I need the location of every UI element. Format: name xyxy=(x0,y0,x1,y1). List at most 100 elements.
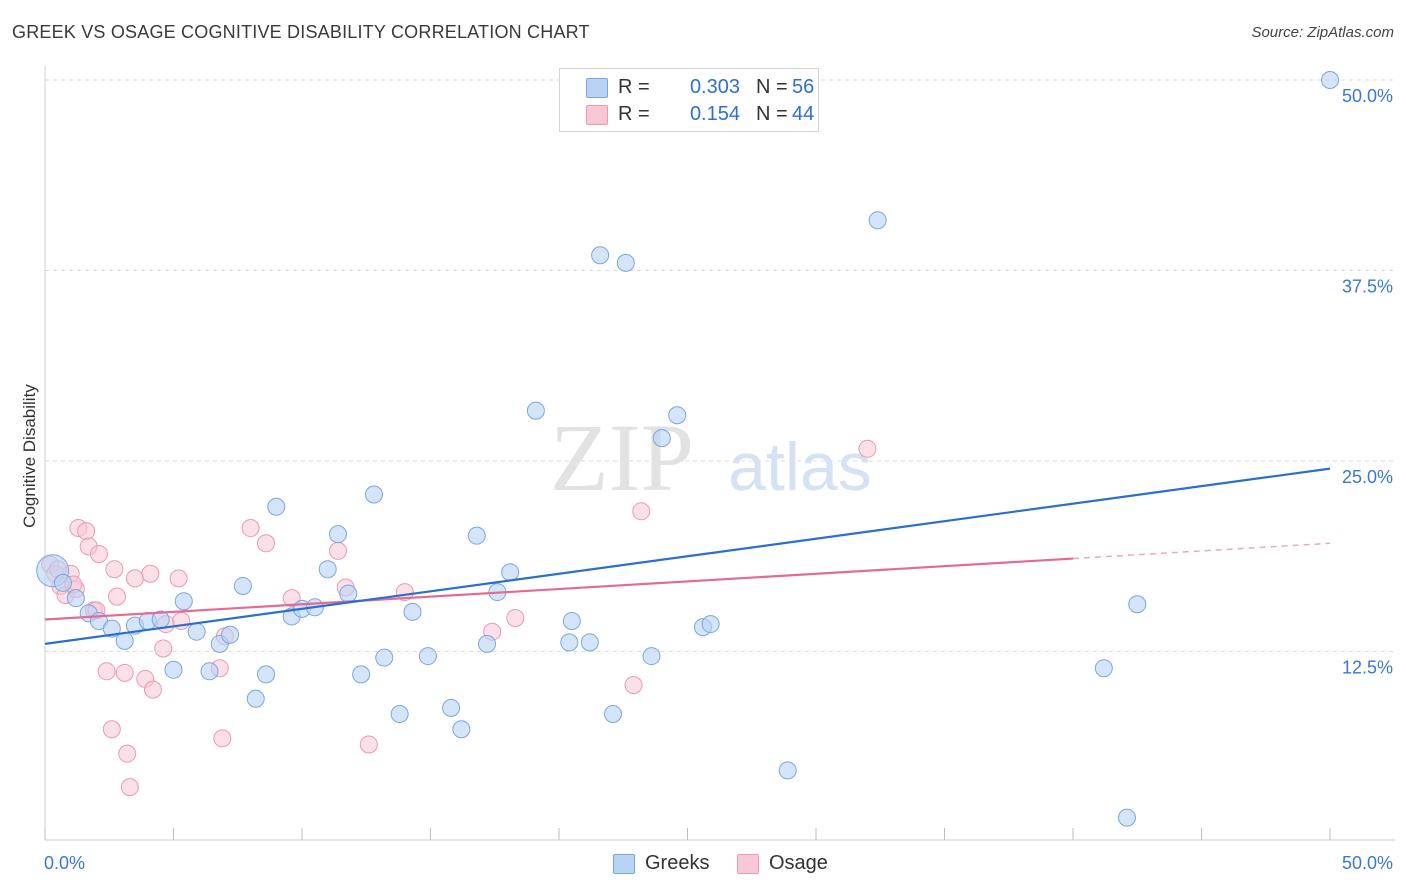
osage-r-value: 0.154 xyxy=(689,103,740,125)
osage-point xyxy=(257,534,276,553)
osage-point xyxy=(632,502,651,521)
greek-point xyxy=(164,660,183,679)
osage-point xyxy=(120,778,139,797)
greek-point xyxy=(364,485,383,504)
greek-point xyxy=(591,246,610,265)
greek-point xyxy=(668,406,687,425)
osage-point xyxy=(506,608,525,627)
osage-point xyxy=(213,729,232,748)
watermark-atlas: atlas xyxy=(728,429,872,505)
greek-point xyxy=(246,689,265,708)
greek-point xyxy=(560,633,579,652)
x-tick-label: 0.0% xyxy=(44,853,85,873)
osage-point xyxy=(89,544,108,563)
bottom-greeks-label: Greeks xyxy=(645,852,710,874)
osage-point xyxy=(115,663,134,682)
label-layer: 12.5% 25.0% 37.5% 50.0% 0.0% 50.0% Cognitive D… xyxy=(20,86,1393,873)
greeks-r-value: 0.303 xyxy=(689,76,740,98)
greek-point xyxy=(418,647,437,666)
greek-point xyxy=(868,211,887,230)
y-tick-label: 50.0% xyxy=(1342,86,1393,106)
greek-point xyxy=(102,619,121,638)
greek-point xyxy=(257,665,276,684)
greek-point xyxy=(1094,659,1113,678)
greek-point xyxy=(352,665,371,684)
osage-trend-line xyxy=(44,557,1074,621)
osage-point xyxy=(169,569,188,588)
greek-point xyxy=(616,253,635,272)
osage-point xyxy=(624,676,643,695)
osage-point xyxy=(107,587,126,606)
osage-point xyxy=(359,735,378,754)
osage-point xyxy=(858,439,877,458)
greek-point xyxy=(66,589,85,608)
osage-n-value: 44 xyxy=(792,103,815,125)
greeks-swatch xyxy=(586,78,608,98)
x-tick-label: 50.0% xyxy=(1342,853,1393,873)
greek-point xyxy=(390,704,409,723)
greeks-r-label: R = xyxy=(618,76,650,98)
greek-point xyxy=(442,698,461,717)
greek-point xyxy=(1321,71,1339,89)
greek-point xyxy=(174,592,193,611)
trend-layer xyxy=(44,467,1331,645)
osage-point xyxy=(97,662,116,681)
osage-point xyxy=(141,564,160,583)
greek-point xyxy=(467,526,486,545)
osage-point xyxy=(241,519,260,538)
bottom-osage-label: Osage xyxy=(769,852,828,874)
y-tick-label: 25.0% xyxy=(1342,467,1393,487)
greek-point xyxy=(562,612,581,631)
y-tick-label: 37.5% xyxy=(1342,277,1393,297)
greeks-n-label: N = xyxy=(756,76,788,98)
chart-title: GREEK VS OSAGE COGNITIVE DISABILITY CORR… xyxy=(12,22,590,42)
osage-point xyxy=(125,569,144,588)
osage-point xyxy=(143,680,162,699)
greeks-n-value: 56 xyxy=(792,76,815,98)
stats-legend: R = 0.303 N = 56 R = 0.154 N = 44 xyxy=(559,68,819,132)
greek-point xyxy=(403,602,422,621)
y-axis-label: Cognitive Disability xyxy=(20,384,39,528)
osage-trend-extension xyxy=(1072,542,1331,560)
axis-layer xyxy=(44,66,1395,841)
greek-point xyxy=(187,622,206,641)
greek-point xyxy=(501,563,520,582)
osage-n-label: N = xyxy=(756,103,788,125)
bottom-greeks-swatch xyxy=(613,854,635,874)
osage-point xyxy=(118,744,137,763)
greek-point xyxy=(200,662,219,681)
greek-point xyxy=(452,720,471,739)
greek-point xyxy=(1128,595,1147,614)
greek-point xyxy=(701,615,720,634)
greek-point xyxy=(318,560,337,579)
greek-point xyxy=(1117,808,1136,827)
greek-point xyxy=(652,429,671,448)
greeks-trend-line xyxy=(44,467,1331,645)
greek-point xyxy=(267,497,286,516)
osage-point xyxy=(77,522,96,541)
greek-point xyxy=(233,576,252,595)
osage-point xyxy=(154,639,173,658)
greek-point xyxy=(53,573,72,592)
greek-point xyxy=(375,648,394,667)
grid-layer xyxy=(45,79,1395,652)
greek-point xyxy=(778,761,797,780)
greek-point xyxy=(328,525,347,544)
osage-r-label: R = xyxy=(618,103,650,125)
greek-point xyxy=(339,584,358,603)
source-label: Source: ZipAtlas.com xyxy=(1251,24,1394,41)
watermark: ZIP atlas xyxy=(550,404,872,511)
watermark-zip: ZIP xyxy=(550,404,694,511)
greek-point xyxy=(642,647,661,666)
greek-point xyxy=(526,401,545,420)
greek-point xyxy=(221,625,240,644)
osage-point xyxy=(328,541,347,560)
greek-point xyxy=(603,704,622,723)
osage-point xyxy=(102,720,121,739)
osage-swatch xyxy=(586,105,608,125)
greek-point xyxy=(478,634,497,653)
bottom-osage-swatch xyxy=(737,854,759,874)
osage-point xyxy=(105,560,124,579)
y-tick-label: 12.5% xyxy=(1342,658,1393,678)
